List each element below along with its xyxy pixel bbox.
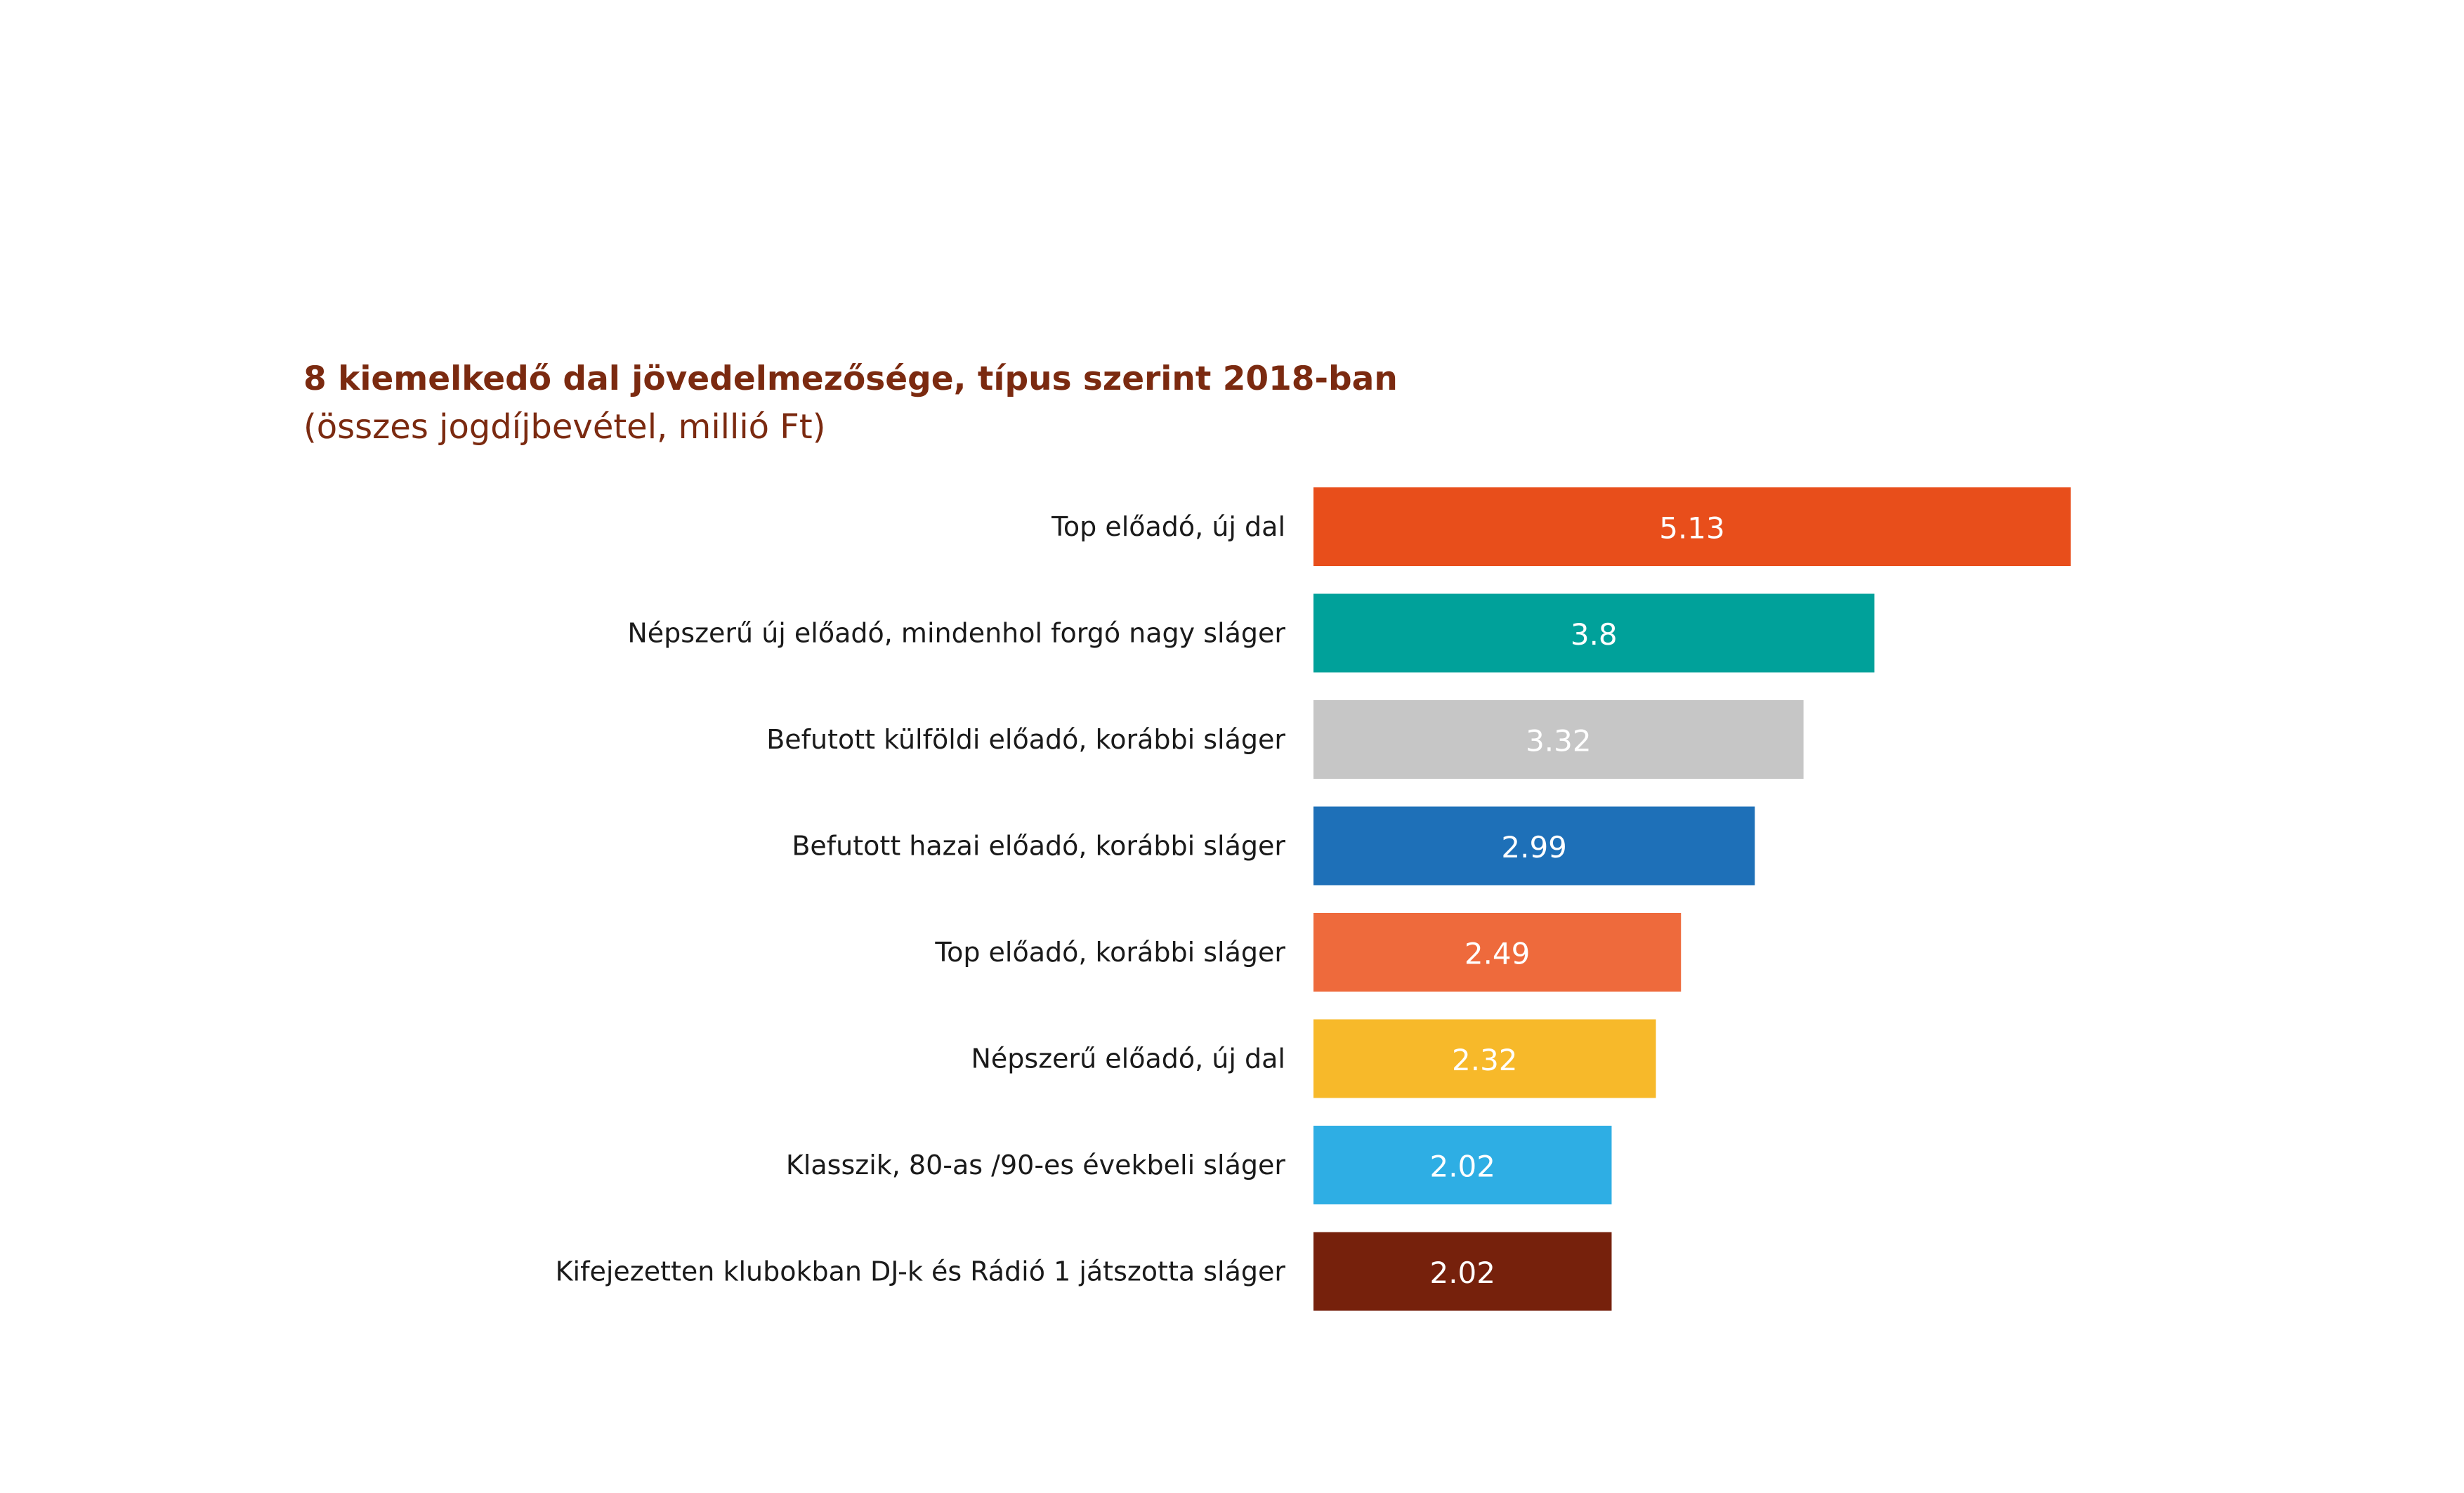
category-label-6: Népszerű előadó, új dal [971, 1044, 1285, 1074]
bar-3 [1313, 700, 1804, 779]
bar-1 [1313, 487, 2071, 566]
category-label-3: Befutott külföldi előadó, korábbi sláger [766, 724, 1285, 755]
bar-5 [1313, 913, 1682, 992]
category-label-8: Kifejezetten klubokban DJ-k és Rádió 1 j… [556, 1256, 1286, 1287]
value-label-5: 2.49 [1464, 937, 1531, 971]
chart-subtitle: (összes jogdíjbevétel, millió Ft) [303, 407, 826, 447]
value-label-1: 5.13 [1659, 511, 1725, 546]
category-label-7: Klasszik, 80-as /90-es évekbeli sláger [786, 1150, 1285, 1180]
bar-2 [1313, 593, 1875, 673]
category-label-2: Népszerű új előadó, mindenhol forgó nagy… [627, 618, 1285, 649]
chart-title: 8 kiemelkedő dal jövedelmezősége, típus … [303, 360, 1398, 398]
value-label-7: 2.02 [1429, 1150, 1495, 1184]
bar-8 [1313, 1232, 1612, 1311]
bar-7 [1313, 1126, 1612, 1204]
category-label-1: Top előadó, új dal [1051, 511, 1285, 542]
value-label-3: 3.32 [1526, 724, 1592, 758]
category-label-5: Top előadó, korábbi sláger [934, 937, 1285, 968]
value-label-6: 2.32 [1452, 1043, 1518, 1077]
value-label-8: 2.02 [1429, 1256, 1495, 1290]
category-label-4: Befutott hazai előadó, korábbi sláger [792, 831, 1285, 862]
value-label-4: 2.99 [1501, 830, 1567, 864]
value-label-2: 3.8 [1571, 617, 1618, 652]
bar-6 [1313, 1019, 1656, 1098]
bar-4 [1313, 806, 1755, 886]
